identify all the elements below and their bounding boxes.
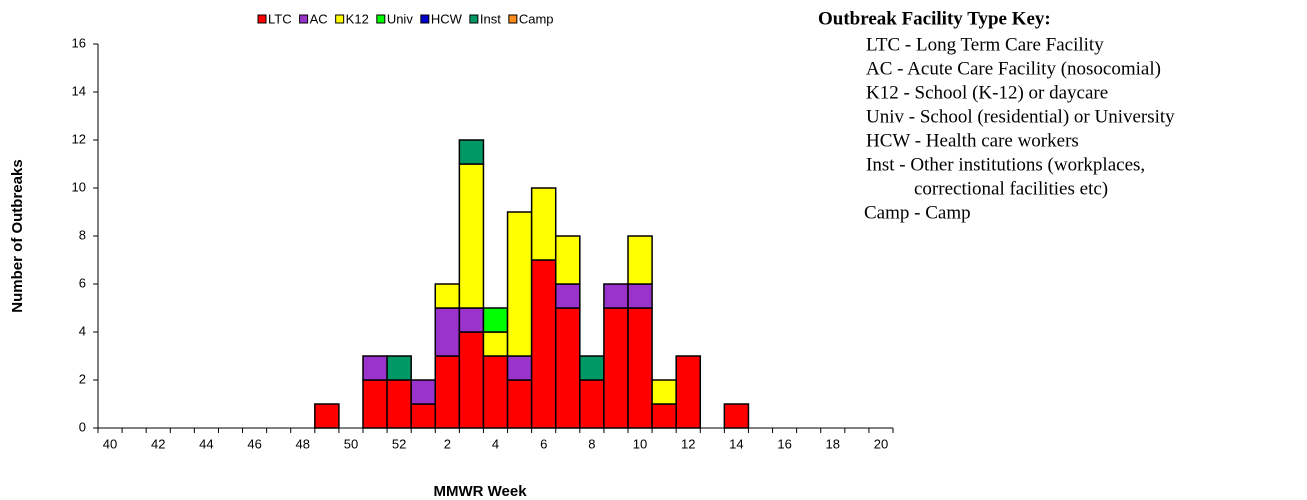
- bar-segment: [458, 139, 485, 165]
- bar-segment: [627, 235, 653, 285]
- bar-segment: [554, 235, 581, 285]
- bar-segment: [410, 379, 437, 405]
- bar-segment: [603, 307, 629, 429]
- key-item: correctional facilities etc): [914, 178, 1108, 199]
- bar-segment: [651, 379, 677, 405]
- bar-segment: [482, 355, 509, 429]
- key-title: Outbreak Facility Type Key:: [818, 8, 1051, 29]
- bar-segment: [482, 331, 509, 357]
- x-tick-label: 50: [344, 436, 358, 451]
- key-item: LTC - Long Term Care Facility: [866, 34, 1104, 55]
- key-item: Camp - Camp: [864, 202, 971, 223]
- legend-swatch: [257, 14, 267, 24]
- legend-label: Inst: [480, 11, 501, 26]
- bar-segment: [627, 283, 653, 309]
- bar-segment: [386, 355, 412, 381]
- bar-segment: [579, 379, 605, 429]
- legend-swatch: [420, 14, 430, 24]
- x-tick-label: 16: [777, 436, 791, 451]
- bar-segment: [675, 355, 702, 429]
- bar-segment: [458, 331, 485, 429]
- bar-segment: [627, 307, 653, 429]
- legend-label: Camp: [519, 11, 554, 26]
- y-tick-label: 16: [72, 35, 86, 50]
- bar-segment: [482, 307, 509, 333]
- legend-label: K12: [346, 11, 369, 26]
- key: Outbreak Facility Type Key: LTC - Long T…: [818, 8, 1175, 223]
- x-tick-label: 14: [729, 436, 743, 451]
- y-axis-title: Number of Outbreaks: [9, 159, 26, 312]
- legend-label: AC: [310, 11, 328, 26]
- y-tick-label: 6: [79, 275, 86, 290]
- bar-segment: [434, 307, 461, 357]
- bar-segment: [554, 307, 581, 429]
- x-tick-label: 40: [103, 436, 117, 451]
- bar-segment: [530, 187, 557, 261]
- bar-segment: [362, 379, 388, 429]
- x-tick-label: 52: [392, 436, 406, 451]
- x-tick-label: 46: [247, 436, 261, 451]
- y-tick-label: 2: [79, 371, 86, 386]
- bar-segment: [506, 379, 533, 429]
- bar-segment: [410, 403, 437, 429]
- bar-segment: [386, 379, 412, 429]
- bar-segment: [530, 259, 557, 429]
- bar-segment: [506, 355, 533, 381]
- key-item: AC - Acute Care Facility (nosocomial): [866, 58, 1161, 79]
- y-tick-label: 10: [72, 179, 86, 194]
- bar-segment: [554, 283, 581, 309]
- x-tick-label: 10: [633, 436, 647, 451]
- legend-label: LTC: [268, 11, 292, 26]
- y-tick-label: 4: [79, 323, 86, 338]
- legend-label: Univ: [387, 11, 414, 26]
- y-tick-label: 8: [79, 227, 86, 242]
- bar-segment: [314, 403, 340, 429]
- x-axis-title: MMWR Week: [433, 483, 527, 500]
- x-tick-label: 12: [681, 436, 695, 451]
- x-tick-label: 4: [492, 436, 499, 451]
- y-tick-label: 0: [79, 419, 86, 434]
- x-tick-label: 18: [826, 436, 840, 451]
- bar-segment: [579, 355, 605, 381]
- key-item: HCW - Health care workers: [866, 130, 1079, 151]
- x-tick-label: 20: [874, 436, 888, 451]
- bar-segment: [434, 355, 461, 429]
- x-tick-label: 48: [296, 436, 310, 451]
- y-tick-label: 12: [72, 131, 86, 146]
- legend-swatch: [335, 14, 345, 24]
- bar-segment: [506, 211, 533, 357]
- y-tick-label: 14: [72, 83, 86, 98]
- bar-segment: [603, 283, 629, 309]
- legend-label: HCW: [431, 11, 463, 26]
- legend-swatch: [299, 14, 309, 24]
- x-tick-label: 42: [151, 436, 165, 451]
- key-item: K12 - School (K-12) or daycare: [866, 82, 1108, 103]
- x-tick-label: 44: [199, 436, 213, 451]
- legend-swatch: [508, 14, 518, 24]
- bar-segment: [458, 163, 485, 309]
- bar-segment: [362, 355, 388, 381]
- bar-segment: [458, 307, 485, 333]
- x-tick-label: 2: [444, 436, 451, 451]
- x-tick-label: 8: [588, 436, 595, 451]
- bar-segment: [651, 403, 677, 429]
- key-item: Univ - School (residential) or Universit…: [866, 106, 1175, 127]
- key-item: Inst - Other institutions (workplaces,: [866, 154, 1145, 175]
- bar-segment: [723, 403, 750, 429]
- legend-swatch: [469, 14, 479, 24]
- bar-segment: [434, 283, 461, 309]
- x-tick-label: 6: [540, 436, 547, 451]
- legend-swatch: [376, 14, 386, 24]
